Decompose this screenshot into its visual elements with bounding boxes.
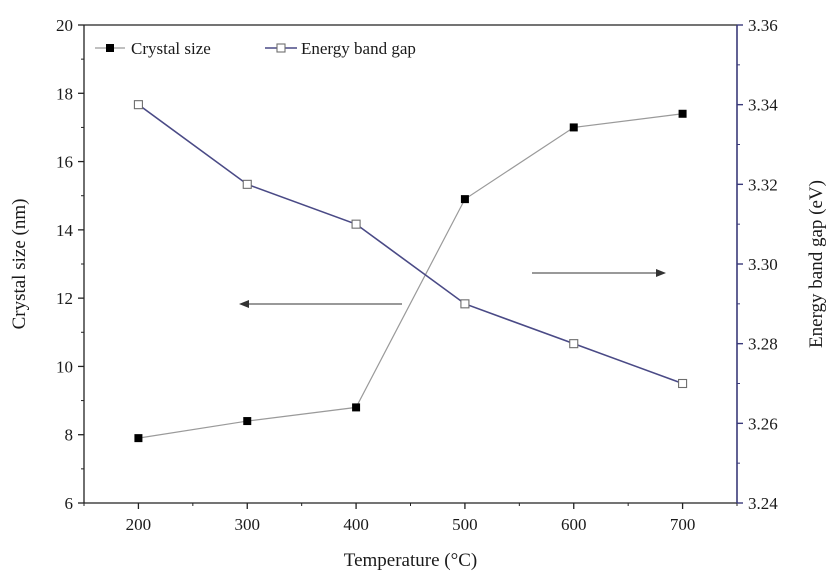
data-point-crystal-size — [243, 417, 252, 426]
x-axis-label: Temperature (°C) — [344, 550, 477, 571]
x-tick-label: 200 — [126, 515, 152, 534]
data-point-crystal-size — [352, 403, 361, 412]
y-right-tick-label: 3.28 — [748, 335, 778, 354]
x-tick-label: 300 — [235, 515, 261, 534]
data-point-crystal-size — [134, 434, 143, 443]
axes: 200 300 400 500 600 700 6 8 10 12 14 16 18 20 3.24 3.26… — [56, 16, 778, 534]
data-point-crystal-size — [678, 109, 687, 118]
y-left-tick-label: 16 — [56, 153, 73, 172]
series-line-0 — [138, 113, 683, 439]
x-tick-label: 400 — [343, 515, 369, 534]
y-left-tick-label: 8 — [65, 426, 74, 445]
x-tick-label: 500 — [452, 515, 478, 534]
series-layer — [133, 100, 688, 443]
data-point-band-gap — [133, 100, 143, 110]
y-right-tick-label: 3.30 — [748, 255, 778, 274]
data-point-band-gap — [569, 339, 579, 349]
y-right-tick-label: 3.32 — [748, 175, 778, 194]
data-point-crystal-size — [569, 123, 578, 132]
series-line-1 — [137, 104, 683, 385]
data-point-band-gap — [460, 299, 470, 309]
x-tick-label: 700 — [670, 515, 696, 534]
y-left-tick-label: 6 — [65, 494, 74, 513]
y-left-tick-label: 10 — [56, 357, 73, 376]
annotations — [239, 269, 666, 308]
y-right-tick-label: 3.26 — [748, 414, 778, 433]
y-left-tick-label: 18 — [56, 84, 73, 103]
legend-marker-band-gap — [276, 43, 286, 53]
data-point-band-gap — [351, 219, 361, 229]
y-left-tick-label: 20 — [56, 16, 73, 35]
y-right-tick-label: 3.34 — [748, 96, 778, 115]
y-axis-left-label: Crystal size (nm) — [9, 199, 30, 330]
legend-label-crystal-size: Crystal size — [131, 39, 211, 58]
y-left-tick-label: 14 — [56, 221, 74, 240]
y-right-tick-label: 3.24 — [748, 494, 778, 513]
y-left-tick-label: 12 — [56, 289, 73, 308]
y-axis-right-label: Energy band gap (eV) — [806, 180, 827, 348]
y-right-tick-label: 3.36 — [748, 16, 778, 35]
legend-label-band-gap: Energy band gap — [301, 39, 416, 58]
x-tick-label: 600 — [561, 515, 587, 534]
legend: Crystal size Energy band gap — [95, 39, 416, 58]
legend-marker-crystal-size — [106, 44, 114, 52]
data-point-band-gap — [678, 378, 688, 389]
data-point-crystal-size — [460, 195, 469, 204]
data-point-band-gap — [242, 179, 252, 189]
